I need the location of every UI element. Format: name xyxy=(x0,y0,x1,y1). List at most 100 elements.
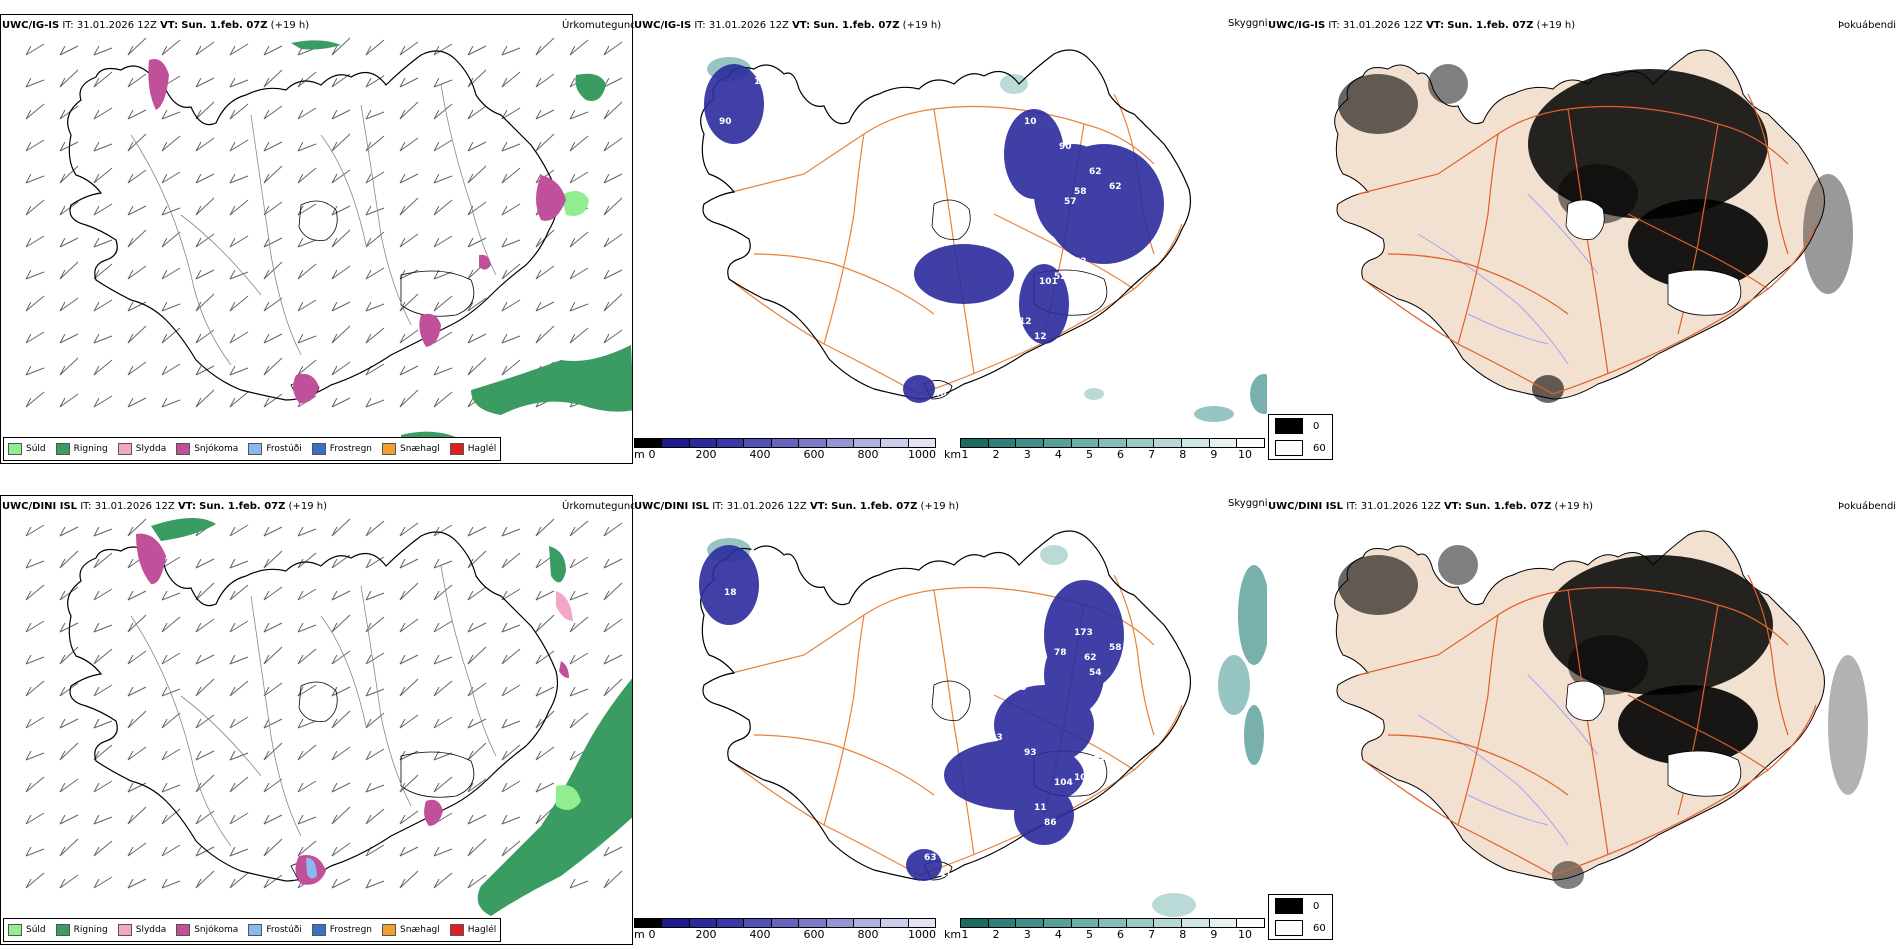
fog-legend-swatch xyxy=(1275,898,1303,914)
legend-item: Frostúði xyxy=(248,924,302,936)
fog-legend-swatch xyxy=(1275,418,1303,434)
precip-type-legend-2: Súld Rigning Slydda Snjókoma Frostúði Frostre… xyxy=(3,918,502,942)
snow-area xyxy=(424,799,443,826)
legend-label: Snæhagl xyxy=(400,925,440,935)
legend-label: Slydda xyxy=(135,444,167,454)
tick-label: 1000 xyxy=(908,928,936,941)
legend-label: Rigning xyxy=(73,444,108,454)
colorbar-segment xyxy=(1099,919,1127,927)
cloud-base-label: 106 xyxy=(754,77,773,87)
colorbar-segment xyxy=(744,439,772,447)
fog-legend-row: 60 xyxy=(1269,437,1332,459)
cloud-base-label: 11 xyxy=(1034,803,1047,813)
rain-area xyxy=(471,345,632,415)
colorbar-segment xyxy=(717,919,745,927)
legend-item: Slydda xyxy=(117,924,167,936)
tick-label: 7 xyxy=(1148,448,1156,461)
precip-map-1 xyxy=(25,37,632,457)
colorbar-segment xyxy=(1071,439,1100,447)
colorbar-segment xyxy=(1237,919,1265,927)
legend-label: Haglél xyxy=(467,444,497,454)
colorbar-segment xyxy=(1126,919,1155,927)
cloud-base-label: 58 xyxy=(1109,643,1122,653)
cloud-base-label: 12 xyxy=(1019,317,1032,327)
panel-title-1: UWC/IG-IS IT: 31.01.2026 12Z VT: Sun. 1.… xyxy=(2,20,310,31)
legend-label: Snæhagl xyxy=(400,444,440,454)
legend-swatch xyxy=(311,924,326,936)
legend-swatch xyxy=(117,924,132,936)
cloud-base-ticks-2: 0 200 400 600 800 1000 xyxy=(649,928,937,942)
tick-label: 1 xyxy=(961,448,969,461)
tick-label: 200 xyxy=(695,448,717,461)
colorbar-segment xyxy=(717,439,745,447)
panel-label-visibility-2: Skyggni xyxy=(1228,498,1268,509)
legend-swatch xyxy=(8,443,22,455)
legend-swatch xyxy=(382,443,397,455)
cloud-base-label: 10 xyxy=(1024,117,1037,127)
cloud-base-label: 104 xyxy=(1054,778,1073,788)
rain-area xyxy=(291,40,341,50)
legend-swatch xyxy=(176,443,191,455)
panel-label-visibility: Skyggni xyxy=(1228,18,1268,29)
legend-item: Rigning xyxy=(55,924,108,936)
cloud-base-label: 63 xyxy=(924,853,937,863)
colorbar-segment xyxy=(744,919,772,927)
cloud-base-label: 120 xyxy=(994,297,1013,307)
colorbar-segment xyxy=(1071,919,1100,927)
colorbar-segment xyxy=(826,439,854,447)
visibility-colorbar-2 xyxy=(960,918,1265,928)
tick-label: 400 xyxy=(749,448,771,461)
colorbar-segment xyxy=(881,439,909,447)
panel-label-precip: Úrkomutegund xyxy=(562,20,637,31)
cloud-base-label: 57 xyxy=(1064,197,1077,207)
cloud-base-label: 62 xyxy=(1109,182,1122,192)
model-name: UWC/IG-IS xyxy=(2,20,60,31)
colorbar-segment xyxy=(961,439,989,447)
legend-label: Rigning xyxy=(73,925,108,935)
legend-swatch xyxy=(382,924,397,936)
freezing-drizzle-area xyxy=(306,857,317,879)
cloud-base-label: 80 xyxy=(934,367,947,377)
colorbar-segment xyxy=(771,919,800,927)
colorbar-segment xyxy=(988,439,1017,447)
fog-legend-row: 0 xyxy=(1269,895,1332,917)
legend-item: Frostúði xyxy=(248,443,302,455)
legend-label: Snjókoma xyxy=(194,444,239,454)
snow-area xyxy=(148,59,169,110)
legend-swatch xyxy=(248,924,263,936)
fog-legend-row: 60 xyxy=(1269,917,1332,939)
fog-legend-label: 60 xyxy=(1313,922,1326,934)
fog-legend: 0 60 xyxy=(1268,414,1333,460)
legend-swatch xyxy=(117,443,132,455)
tick-label: 200 xyxy=(695,928,717,941)
fog-map-1 xyxy=(1334,49,1853,403)
fog-legend-row: 0 xyxy=(1269,415,1332,437)
cloud-base-label: 62 xyxy=(1074,257,1087,267)
visibility-panel-2: 4 69 18 57 12 87 173 78 62 58 54 13 123 93 103 99 104 11 8… xyxy=(634,495,1267,945)
fog-map-2 xyxy=(1334,530,1868,889)
rain-area xyxy=(477,678,632,916)
colorbar-segment xyxy=(771,439,800,447)
cloud-base-label: 99 xyxy=(1094,753,1107,763)
fog-panel-1 xyxy=(1268,14,1900,464)
tick-label: 3 xyxy=(1023,928,1031,941)
colorbar-segment xyxy=(1016,919,1044,927)
colorbar-segment xyxy=(908,439,935,447)
snow-area xyxy=(419,313,441,347)
cloud-base-label: 52 xyxy=(1054,272,1067,282)
legend-label: Slydda xyxy=(135,925,167,935)
colorbar-segment xyxy=(689,919,718,927)
legend-swatch xyxy=(449,443,464,455)
legend-item: Haglél xyxy=(449,924,496,936)
cloud-base-label: 173 xyxy=(1014,262,1033,272)
tick-label: 9 xyxy=(1210,928,1218,941)
visibility-ticks-2: 1 2 3 4 5 6 7 8 9 10 xyxy=(962,928,1253,942)
tick-label: 4 xyxy=(1054,928,1062,941)
legend-label: Frostregn xyxy=(329,925,373,935)
fog-legend-2: 0 60 xyxy=(1268,894,1333,940)
cloud-base-label: 41 xyxy=(939,870,952,880)
drizzle-area xyxy=(556,785,581,810)
cloud-base-label: 90 xyxy=(1059,142,1072,152)
tick-label: 400 xyxy=(749,928,771,941)
legend-label: Súld xyxy=(26,444,46,454)
